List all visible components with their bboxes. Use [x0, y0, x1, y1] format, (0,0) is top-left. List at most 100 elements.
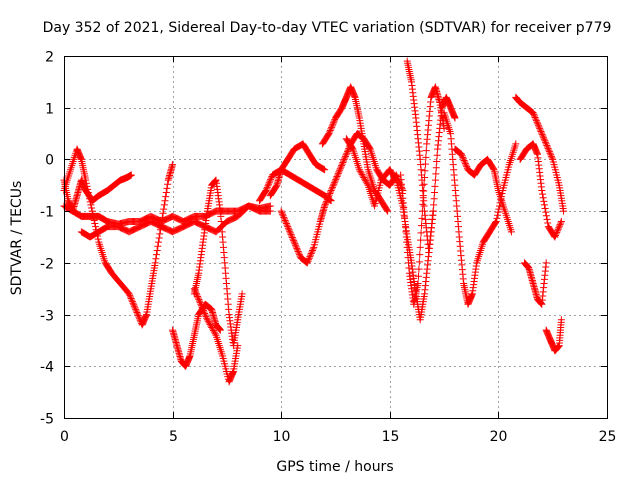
data-point-plus	[130, 302, 138, 310]
y-tick-label: 0	[45, 153, 54, 169]
data-point-plus	[431, 189, 439, 197]
data-point-plus	[308, 246, 316, 254]
data-point-plus	[134, 312, 142, 320]
data-point-plus	[263, 183, 271, 191]
data-point-plus	[281, 216, 289, 224]
data-point-plus	[309, 245, 317, 253]
data-point-plus	[326, 126, 334, 134]
data-point-plus	[333, 172, 341, 180]
data-point-plus	[460, 156, 468, 164]
data-point-plus	[282, 218, 290, 226]
data-point-plus	[284, 224, 292, 232]
data-point-plus	[238, 290, 246, 298]
data-point-plus	[383, 206, 391, 214]
data-point-plus	[282, 220, 290, 228]
data-point-plus	[543, 143, 551, 151]
data-point-plus	[422, 147, 430, 155]
data-point-plus	[294, 247, 302, 255]
data-point-plus	[340, 157, 348, 165]
data-point-plus	[216, 326, 224, 334]
data-point-plus	[542, 259, 550, 267]
data-point-plus	[295, 251, 303, 259]
data-point-plus	[338, 162, 346, 170]
data-point-plus	[327, 186, 335, 194]
data-point-plus	[493, 214, 501, 222]
x-tick-label: 10	[273, 429, 291, 445]
data-point-plus	[86, 195, 94, 203]
data-point-plus	[451, 114, 459, 122]
data-point-plus	[555, 222, 563, 230]
series-track-b	[60, 145, 177, 329]
data-point-plus	[304, 257, 312, 265]
series-track-i	[266, 140, 329, 200]
y-tick-label: -2	[40, 257, 54, 273]
series-track-f	[190, 176, 246, 350]
data-point-plus	[293, 244, 301, 252]
data-point-plus	[329, 120, 337, 128]
data-point-plus	[319, 165, 327, 173]
data-point-plus	[432, 170, 440, 178]
y-axis-label: SDTVAR / TECUs	[9, 181, 25, 296]
data-point-plus	[507, 228, 515, 236]
data-point-plus	[197, 302, 205, 310]
data-point-plus	[337, 163, 345, 171]
data-point-plus	[192, 288, 200, 296]
data-point-plus	[543, 141, 551, 149]
data-point-plus	[417, 229, 425, 237]
data-point-plus	[536, 126, 544, 134]
data-point-plus	[489, 165, 497, 173]
data-point-plus	[538, 186, 546, 194]
data-point-plus	[209, 325, 217, 333]
data-point-plus	[494, 208, 502, 216]
data-point-plus	[534, 121, 542, 129]
data-point-plus	[384, 207, 392, 215]
x-tick-label: 25	[599, 429, 617, 445]
data-point-plus	[288, 232, 296, 240]
data-point-plus	[459, 155, 467, 163]
data-point-plus	[363, 180, 371, 188]
series-track-u	[542, 316, 565, 355]
data-point-plus	[457, 150, 465, 158]
y-tick-label: -3	[40, 309, 54, 325]
axis-ticks: 0 5 10 15 20 25 -5 -4 -3 -2 -1 0 1 2	[40, 50, 616, 446]
data-point-plus	[416, 251, 424, 259]
data-point-plus	[286, 227, 294, 235]
data-point-plus	[283, 221, 291, 229]
data-point-plus	[153, 251, 161, 259]
data-point-plus	[529, 109, 537, 117]
data-point-plus	[307, 251, 315, 259]
y-tick-label: -4	[40, 360, 54, 376]
data-point-plus	[328, 123, 336, 131]
data-point-plus	[292, 243, 300, 251]
data-point-plus	[432, 164, 440, 172]
data-point-plus	[289, 235, 297, 243]
data-point-plus	[279, 210, 287, 218]
data-point-plus	[512, 140, 520, 148]
data-point-plus	[279, 212, 287, 220]
data-point-plus	[417, 236, 425, 244]
data-point-plus	[285, 226, 293, 234]
data-point-plus	[557, 217, 565, 225]
data-point-plus	[461, 160, 469, 168]
data-point-plus	[431, 182, 439, 190]
data-point-plus	[361, 177, 369, 185]
data-point-plus	[169, 161, 177, 169]
data-point-plus	[356, 167, 364, 175]
series-track-s	[516, 140, 565, 241]
x-tick-label: 15	[382, 429, 400, 445]
data-point-plus	[416, 243, 424, 251]
data-point-plus	[530, 112, 538, 120]
data-point-plus	[194, 294, 202, 302]
y-tick-label: 2	[45, 50, 54, 66]
data-point-plus	[194, 292, 202, 300]
data-point-plus	[203, 314, 211, 322]
data-point-plus	[199, 305, 207, 313]
data-point-plus	[288, 234, 296, 242]
data-point-plus	[263, 185, 271, 193]
data-point-plus	[206, 320, 214, 328]
data-point-plus	[545, 148, 553, 156]
data-point-plus	[542, 138, 550, 146]
series-track-g	[190, 285, 242, 386]
data-point-plus	[532, 115, 540, 123]
